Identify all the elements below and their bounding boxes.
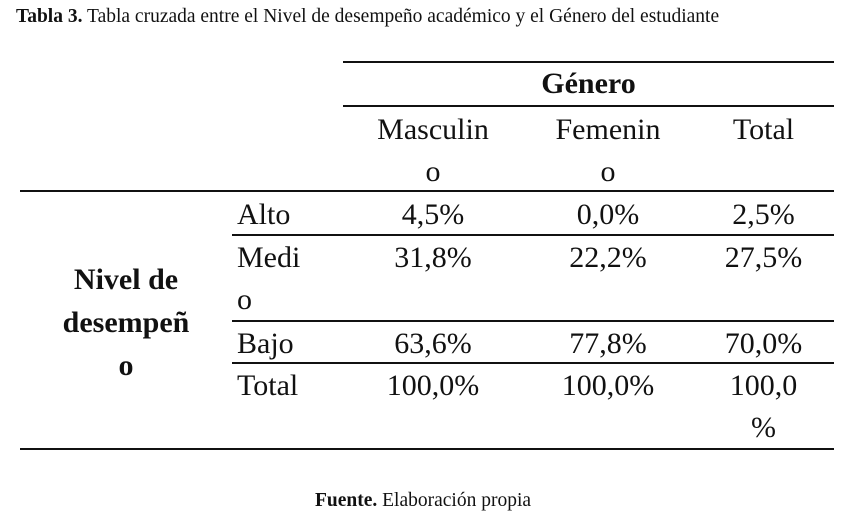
row-label-bajo: Bajo xyxy=(237,327,294,360)
rule-row-bajo xyxy=(232,362,834,364)
rule-row-alto xyxy=(232,234,834,236)
row-label-alto: Alto xyxy=(237,198,291,231)
source-label: Fuente. xyxy=(314,490,378,511)
rule-header-bottom xyxy=(20,190,834,192)
cell-total-masculino: 100,0% xyxy=(386,369,480,402)
row-label-total: Total xyxy=(237,369,299,402)
source-text: Elaboración propia xyxy=(382,490,532,511)
cell-bajo-masculino: 63,6% xyxy=(394,327,472,360)
rule-row-medio xyxy=(232,320,834,322)
cell-total-femenino: 100,0% xyxy=(561,369,655,402)
table-caption: Tabla 3. Tabla cruzada entre el Nivel de… xyxy=(16,4,846,30)
group-header-genero: Género xyxy=(541,67,636,100)
cell-medio-masculino: 31,8% xyxy=(394,241,472,274)
row-group-label-line3: o xyxy=(118,349,134,382)
row-label-medio-line2: o xyxy=(237,283,252,316)
row-group-label-line2: desempeñ xyxy=(62,306,190,339)
cell-alto-masculino: 4,5% xyxy=(401,198,465,231)
column-header-masculino-line1: Masculin xyxy=(377,113,489,146)
cell-alto-femenino: 0,0% xyxy=(576,198,640,231)
caption-label: Tabla 3. xyxy=(16,6,83,27)
rule-top xyxy=(343,61,834,63)
column-header-total: Total xyxy=(732,113,795,146)
cell-alto-total: 2,5% xyxy=(732,198,795,231)
column-header-masculino-line2: o xyxy=(425,155,441,188)
column-header-femenino-line2: o xyxy=(600,155,616,188)
row-group-label-line1: Nivel de xyxy=(73,263,179,296)
table-source: Fuente. Elaboración propia xyxy=(0,488,846,514)
cell-bajo-total: 70,0% xyxy=(724,327,803,360)
row-label-medio-line1: Medi xyxy=(237,241,301,274)
cell-total-total-line1: 100,0 xyxy=(729,369,798,402)
cell-bajo-femenino: 77,8% xyxy=(569,327,647,360)
rule-bottom xyxy=(20,448,834,450)
caption-text: Tabla cruzada entre el Nivel de desempeñ… xyxy=(87,6,720,27)
cell-medio-femenino: 22,2% xyxy=(569,241,647,274)
cell-medio-total: 27,5% xyxy=(724,241,803,274)
cell-total-total-line2: % xyxy=(751,411,776,444)
column-header-femenino-line1: Femenin xyxy=(555,113,661,146)
rule-under-genero xyxy=(343,105,834,107)
